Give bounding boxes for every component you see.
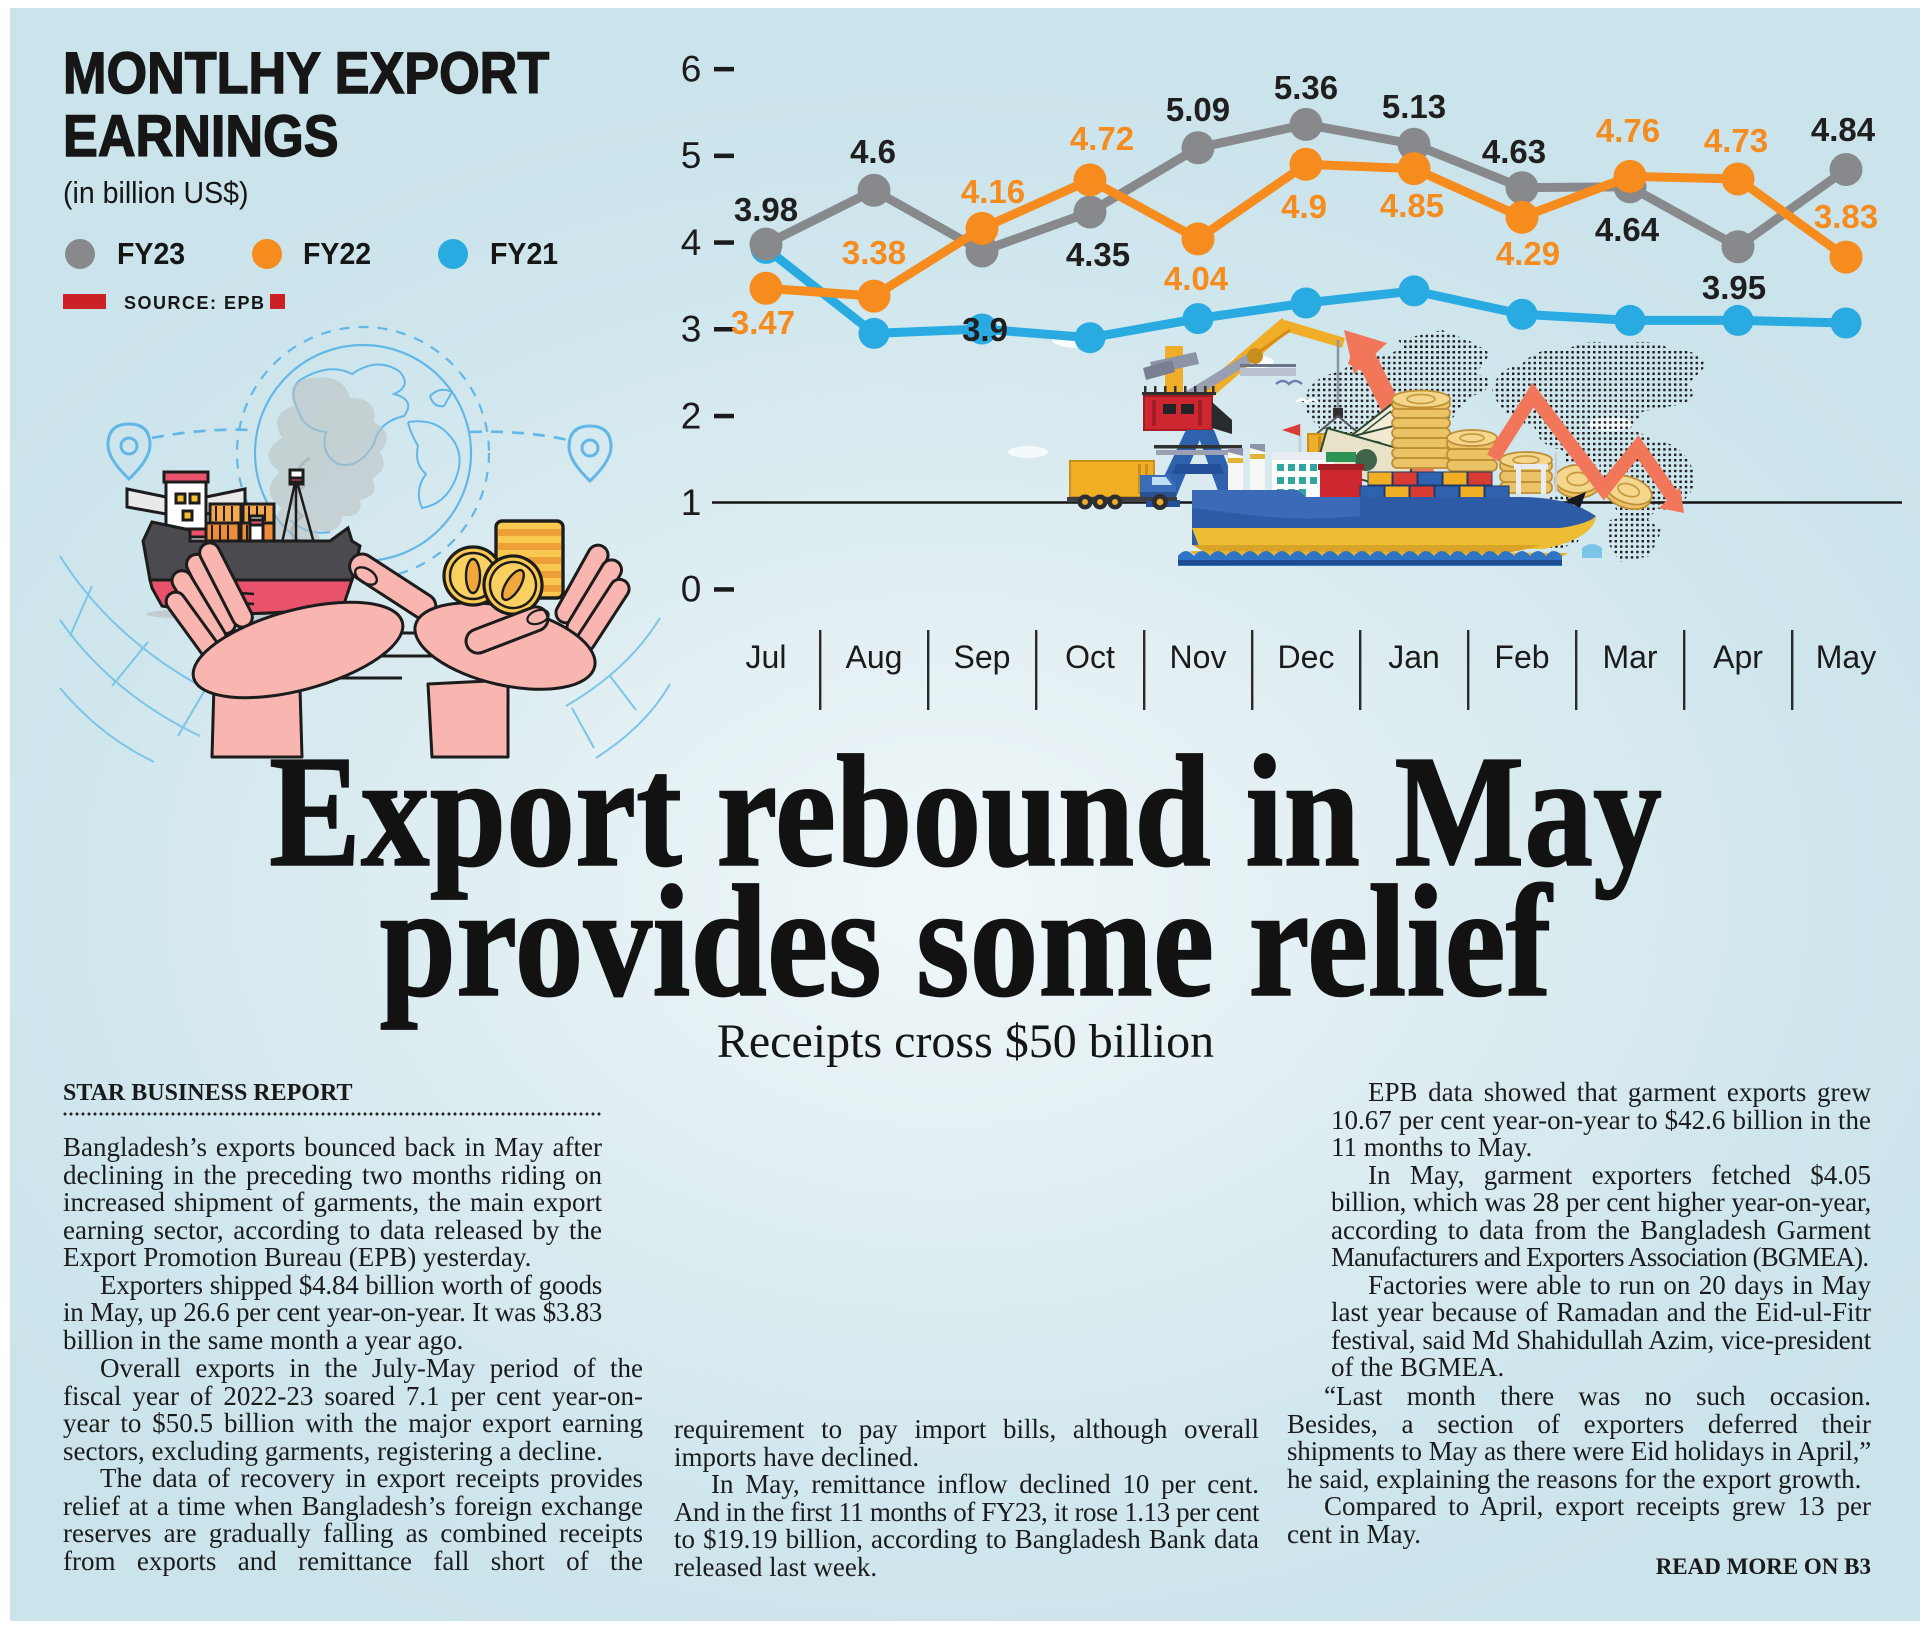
svg-text:3.47: 3.47 [731,304,795,341]
svg-text:4.16: 4.16 [961,173,1025,210]
svg-text:6: 6 [681,48,702,89]
svg-text:4.29: 4.29 [1496,235,1560,272]
svg-text:5.36: 5.36 [1274,69,1338,106]
svg-text:4.6: 4.6 [850,133,896,170]
svg-text:Nov: Nov [1170,639,1227,675]
svg-text:4.9: 4.9 [1281,188,1327,225]
svg-text:4.72: 4.72 [1070,120,1134,157]
svg-text:0: 0 [681,569,702,610]
svg-text:4.63: 4.63 [1482,133,1546,170]
svg-text:5: 5 [681,135,702,176]
svg-text:3.9: 3.9 [962,311,1008,348]
svg-text:4.73: 4.73 [1704,122,1768,159]
svg-text:1: 1 [681,482,702,523]
svg-text:Jul: Jul [746,639,787,675]
svg-text:2: 2 [681,395,702,436]
svg-text:3.38: 3.38 [842,234,906,271]
svg-text:4.76: 4.76 [1596,112,1660,149]
svg-text:Oct: Oct [1065,639,1115,675]
svg-text:3.83: 3.83 [1814,198,1878,235]
svg-text:3: 3 [681,309,702,350]
svg-text:May: May [1816,639,1876,675]
svg-text:4.85: 4.85 [1380,187,1444,224]
svg-text:Aug: Aug [846,639,903,675]
svg-text:3.95: 3.95 [1702,269,1766,306]
svg-text:Jan: Jan [1388,639,1440,675]
svg-text:3.98: 3.98 [734,191,798,228]
svg-text:5.09: 5.09 [1166,91,1230,128]
svg-text:4.35: 4.35 [1066,236,1130,273]
svg-text:4.04: 4.04 [1164,260,1229,297]
svg-text:4: 4 [681,222,702,263]
svg-text:4.64: 4.64 [1595,211,1660,248]
svg-text:5.13: 5.13 [1382,88,1446,125]
svg-text:Mar: Mar [1602,639,1657,675]
svg-text:Sep: Sep [954,639,1011,675]
svg-text:Dec: Dec [1278,639,1335,675]
svg-text:Apr: Apr [1713,639,1763,675]
svg-text:4.84: 4.84 [1811,111,1876,148]
svg-text:Feb: Feb [1494,639,1549,675]
